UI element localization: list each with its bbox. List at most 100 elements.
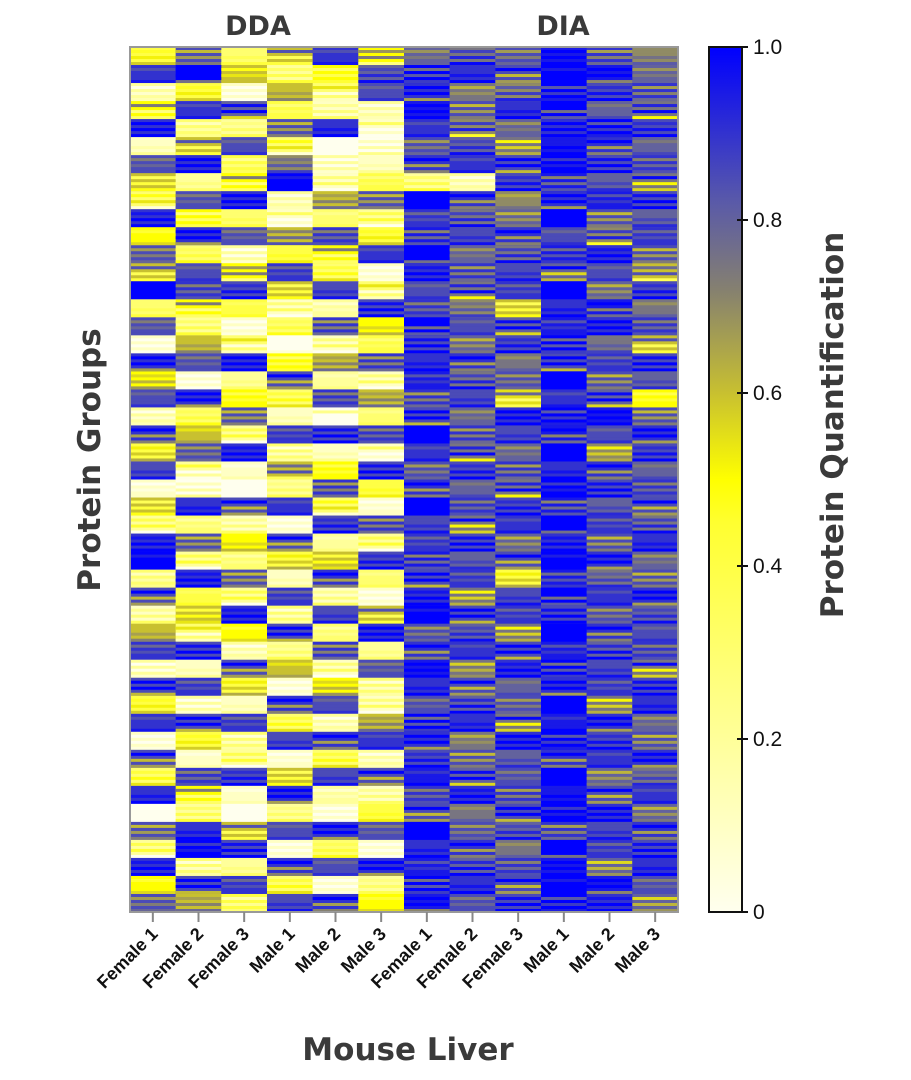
heatmap-cell-stripe bbox=[130, 464, 177, 468]
heatmap-cell-stripe bbox=[130, 770, 177, 774]
heatmap-cell-stripe bbox=[632, 260, 679, 264]
heatmap-cell-stripe bbox=[632, 722, 679, 726]
heatmap-cell-stripe bbox=[541, 620, 588, 624]
heatmap-cell-stripe bbox=[130, 494, 177, 498]
heatmap-cell-stripe bbox=[495, 164, 542, 168]
heatmap-cell-stripe bbox=[541, 416, 588, 420]
heatmap-cell-stripe bbox=[586, 380, 633, 384]
heatmap-cell-stripe bbox=[449, 434, 496, 438]
heatmap-cell-stripe bbox=[541, 764, 588, 768]
heatmap-cell-stripe bbox=[495, 740, 542, 744]
heatmap-cell-stripe bbox=[541, 428, 588, 432]
heatmap-cell-stripe bbox=[358, 788, 405, 792]
heatmap-cell-stripe bbox=[358, 620, 405, 624]
heatmap-cell-stripe bbox=[495, 836, 542, 840]
heatmap-cell-stripe bbox=[175, 842, 222, 846]
heatmap-cell-stripe bbox=[541, 56, 588, 60]
heatmap-cell-stripe bbox=[358, 572, 405, 576]
heatmap-cell-stripe bbox=[495, 806, 542, 810]
heatmap-cell-stripe bbox=[541, 380, 588, 384]
heatmap-cell-stripe bbox=[130, 656, 177, 660]
heatmap-cell-stripe bbox=[495, 824, 542, 828]
heatmap-cell-stripe bbox=[130, 470, 177, 474]
heatmap-cell-stripe bbox=[312, 722, 359, 726]
heatmap-cell-stripe bbox=[358, 716, 405, 720]
heatmap-cell-stripe bbox=[404, 140, 451, 144]
heatmap-cell-stripe bbox=[541, 128, 588, 132]
heatmap-cell-stripe bbox=[541, 272, 588, 276]
heatmap-cell-stripe bbox=[358, 458, 405, 462]
heatmap-cell-stripe bbox=[221, 170, 268, 174]
heatmap-cell-stripe bbox=[404, 674, 451, 678]
group-label-dda: DDA bbox=[225, 11, 291, 42]
heatmap-cell-stripe bbox=[267, 134, 314, 138]
heatmap-cell-stripe bbox=[541, 836, 588, 840]
heatmap-cell-stripe bbox=[130, 314, 177, 318]
heatmap-cell-stripe bbox=[404, 860, 451, 864]
heatmap-cell-stripe bbox=[495, 896, 542, 900]
heatmap-cell-stripe bbox=[404, 368, 451, 372]
heatmap-cell-stripe bbox=[449, 308, 496, 312]
heatmap-cell-stripe bbox=[449, 86, 496, 90]
colorbar-ticks: 00.20.40.60.81.0 bbox=[737, 36, 783, 924]
heatmap-cell-stripe bbox=[449, 518, 496, 522]
heatmap-cell-stripe bbox=[632, 422, 679, 426]
heatmap-cell-stripe bbox=[449, 236, 496, 240]
heatmap-cell-stripe bbox=[404, 698, 451, 702]
heatmap-cell-stripe bbox=[221, 812, 268, 816]
heatmap-cell-stripe bbox=[449, 212, 496, 216]
heatmap-cell-stripe bbox=[312, 206, 359, 210]
heatmap-cell-stripe bbox=[541, 122, 588, 126]
heatmap-cell-stripe bbox=[632, 296, 679, 300]
heatmap-cell-stripe bbox=[358, 350, 405, 354]
heatmap-cell-stripe bbox=[175, 410, 222, 414]
heatmap-cell-stripe bbox=[495, 722, 542, 726]
heatmap-cell-stripe bbox=[130, 80, 177, 84]
heatmap-cell-stripe bbox=[541, 134, 588, 138]
heatmap-cell-stripe bbox=[495, 404, 542, 408]
heatmap-cell-stripe bbox=[449, 872, 496, 876]
heatmap-cell-stripe bbox=[130, 728, 177, 732]
heatmap-cell-stripe bbox=[541, 434, 588, 438]
heatmap-cell-stripe bbox=[541, 104, 588, 108]
heatmap-cell-stripe bbox=[404, 98, 451, 102]
heatmap-cell-stripe bbox=[267, 200, 314, 204]
heatmap-cell-stripe bbox=[267, 554, 314, 558]
heatmap-cell-stripe bbox=[541, 338, 588, 342]
heatmap-cell-stripe bbox=[586, 242, 633, 246]
heatmap-cell-stripe bbox=[449, 728, 496, 732]
heatmap-cell-stripe bbox=[267, 296, 314, 300]
heatmap-cell-stripe bbox=[404, 350, 451, 354]
heatmap-cell-stripe bbox=[449, 770, 496, 774]
heatmap-cell-stripe bbox=[586, 278, 633, 282]
heatmap-cell-stripe bbox=[221, 110, 268, 114]
heatmap-cell-stripe bbox=[404, 602, 451, 606]
heatmap-cell-stripe bbox=[130, 128, 177, 132]
heatmap-cell-stripe bbox=[632, 98, 679, 102]
heatmap-cell-stripe bbox=[267, 818, 314, 822]
heatmap-cell-stripe bbox=[404, 506, 451, 510]
heatmap-cell-stripe bbox=[586, 542, 633, 546]
heatmap-cell-stripe bbox=[404, 458, 451, 462]
heatmap-cell-stripe bbox=[221, 626, 268, 630]
heatmap-cell-stripe bbox=[175, 836, 222, 840]
heatmap-cell-stripe bbox=[449, 740, 496, 744]
heatmap-cell-stripe bbox=[495, 854, 542, 858]
heatmap-cell-stripe bbox=[404, 128, 451, 132]
heatmap-cell-stripe bbox=[495, 260, 542, 264]
heatmap-cell-stripe bbox=[175, 770, 222, 774]
heatmap-cell-stripe bbox=[130, 338, 177, 342]
heatmap-cell-stripe bbox=[312, 86, 359, 90]
heatmap-cell-stripe bbox=[358, 488, 405, 492]
heatmap-cell-stripe bbox=[312, 308, 359, 312]
heatmap-cell-stripe bbox=[358, 266, 405, 270]
heatmap-cell-stripe bbox=[632, 686, 679, 690]
heatmap-cell-stripe bbox=[312, 896, 359, 900]
heatmap-cell-stripe bbox=[586, 284, 633, 288]
heatmap-cell-stripe bbox=[358, 164, 405, 168]
heatmap-cell-stripe bbox=[495, 74, 542, 78]
heatmap-cell-stripe bbox=[312, 602, 359, 606]
heatmap-cell-stripe bbox=[267, 86, 314, 90]
heatmap-cell-stripe bbox=[404, 380, 451, 384]
heatmap-cell-stripe bbox=[267, 764, 314, 768]
